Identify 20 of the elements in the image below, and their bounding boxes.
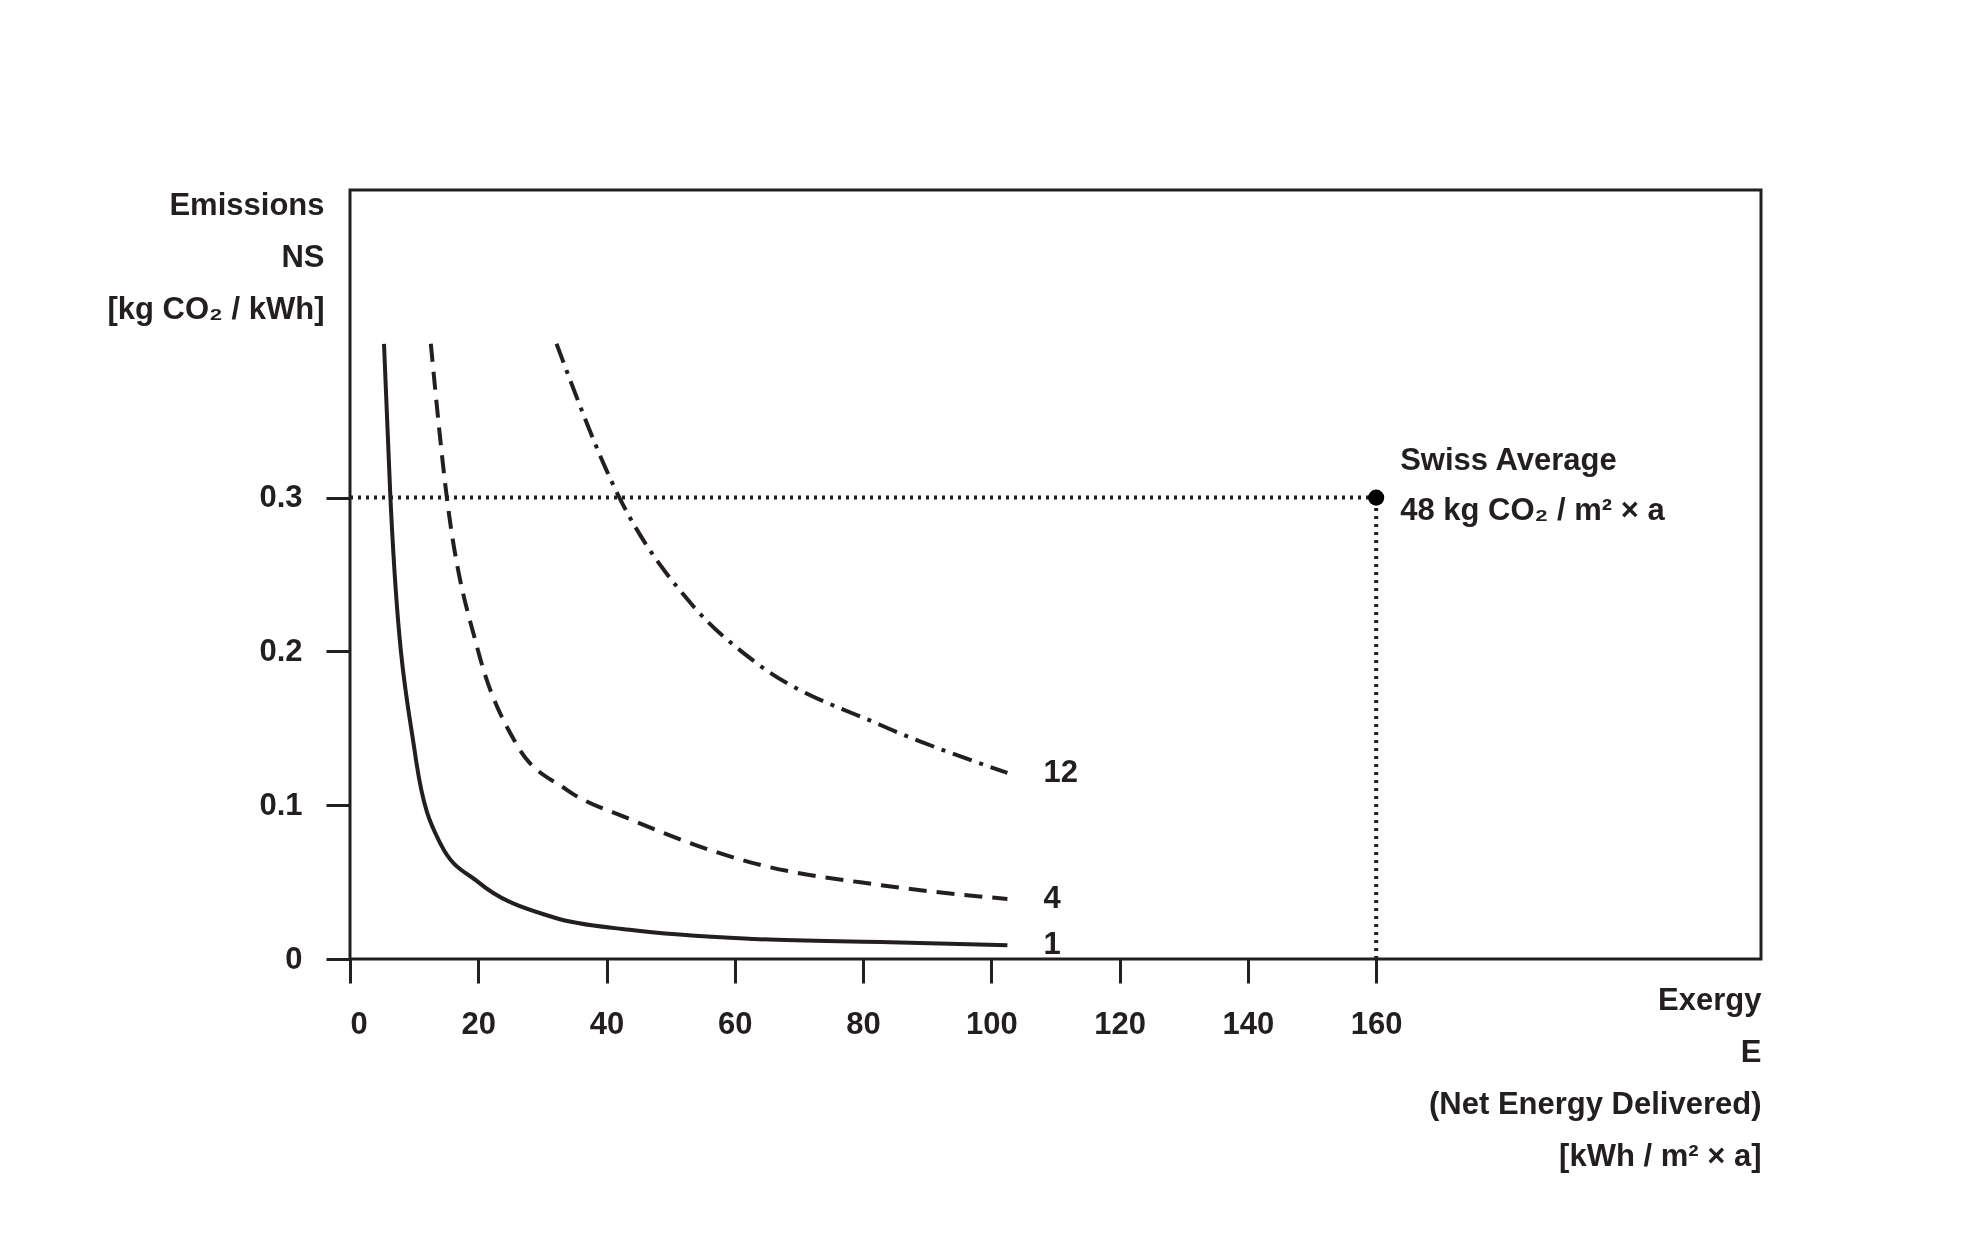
series-label: 4	[1043, 880, 1062, 916]
x-tick-label: 160	[1350, 1005, 1403, 1041]
y-tick-label: 0	[285, 940, 303, 976]
x-tick-label: 40	[589, 1005, 625, 1041]
series-label: 12	[1043, 753, 1078, 789]
x-tick-label: 120	[1094, 1005, 1146, 1041]
x-tick-label: 20	[461, 1005, 497, 1041]
x-tick-label: 100	[966, 1005, 1018, 1041]
annotation: 48 kg CO₂ / m² × a	[1400, 491, 1666, 527]
y-tick-label: 0.3	[259, 479, 303, 515]
annotation: Swiss Average	[1400, 441, 1617, 477]
x-tick-label: 80	[846, 1005, 881, 1041]
y-tick-label: 0.2	[259, 632, 303, 668]
x-axis-title: Exergy E (Net Energy Delivered) [kWh / m² × a]	[1429, 981, 1763, 1173]
x-tick-label: 60	[718, 1005, 753, 1041]
x-tick-label: 140	[1222, 1005, 1275, 1041]
y-tick-label: 0.1	[259, 786, 303, 822]
x-tick-label: 0	[350, 1005, 368, 1041]
y-axis-title: Emissions NS [kg CO₂ / kWh]	[107, 186, 325, 326]
series-label: 1	[1043, 926, 1061, 962]
